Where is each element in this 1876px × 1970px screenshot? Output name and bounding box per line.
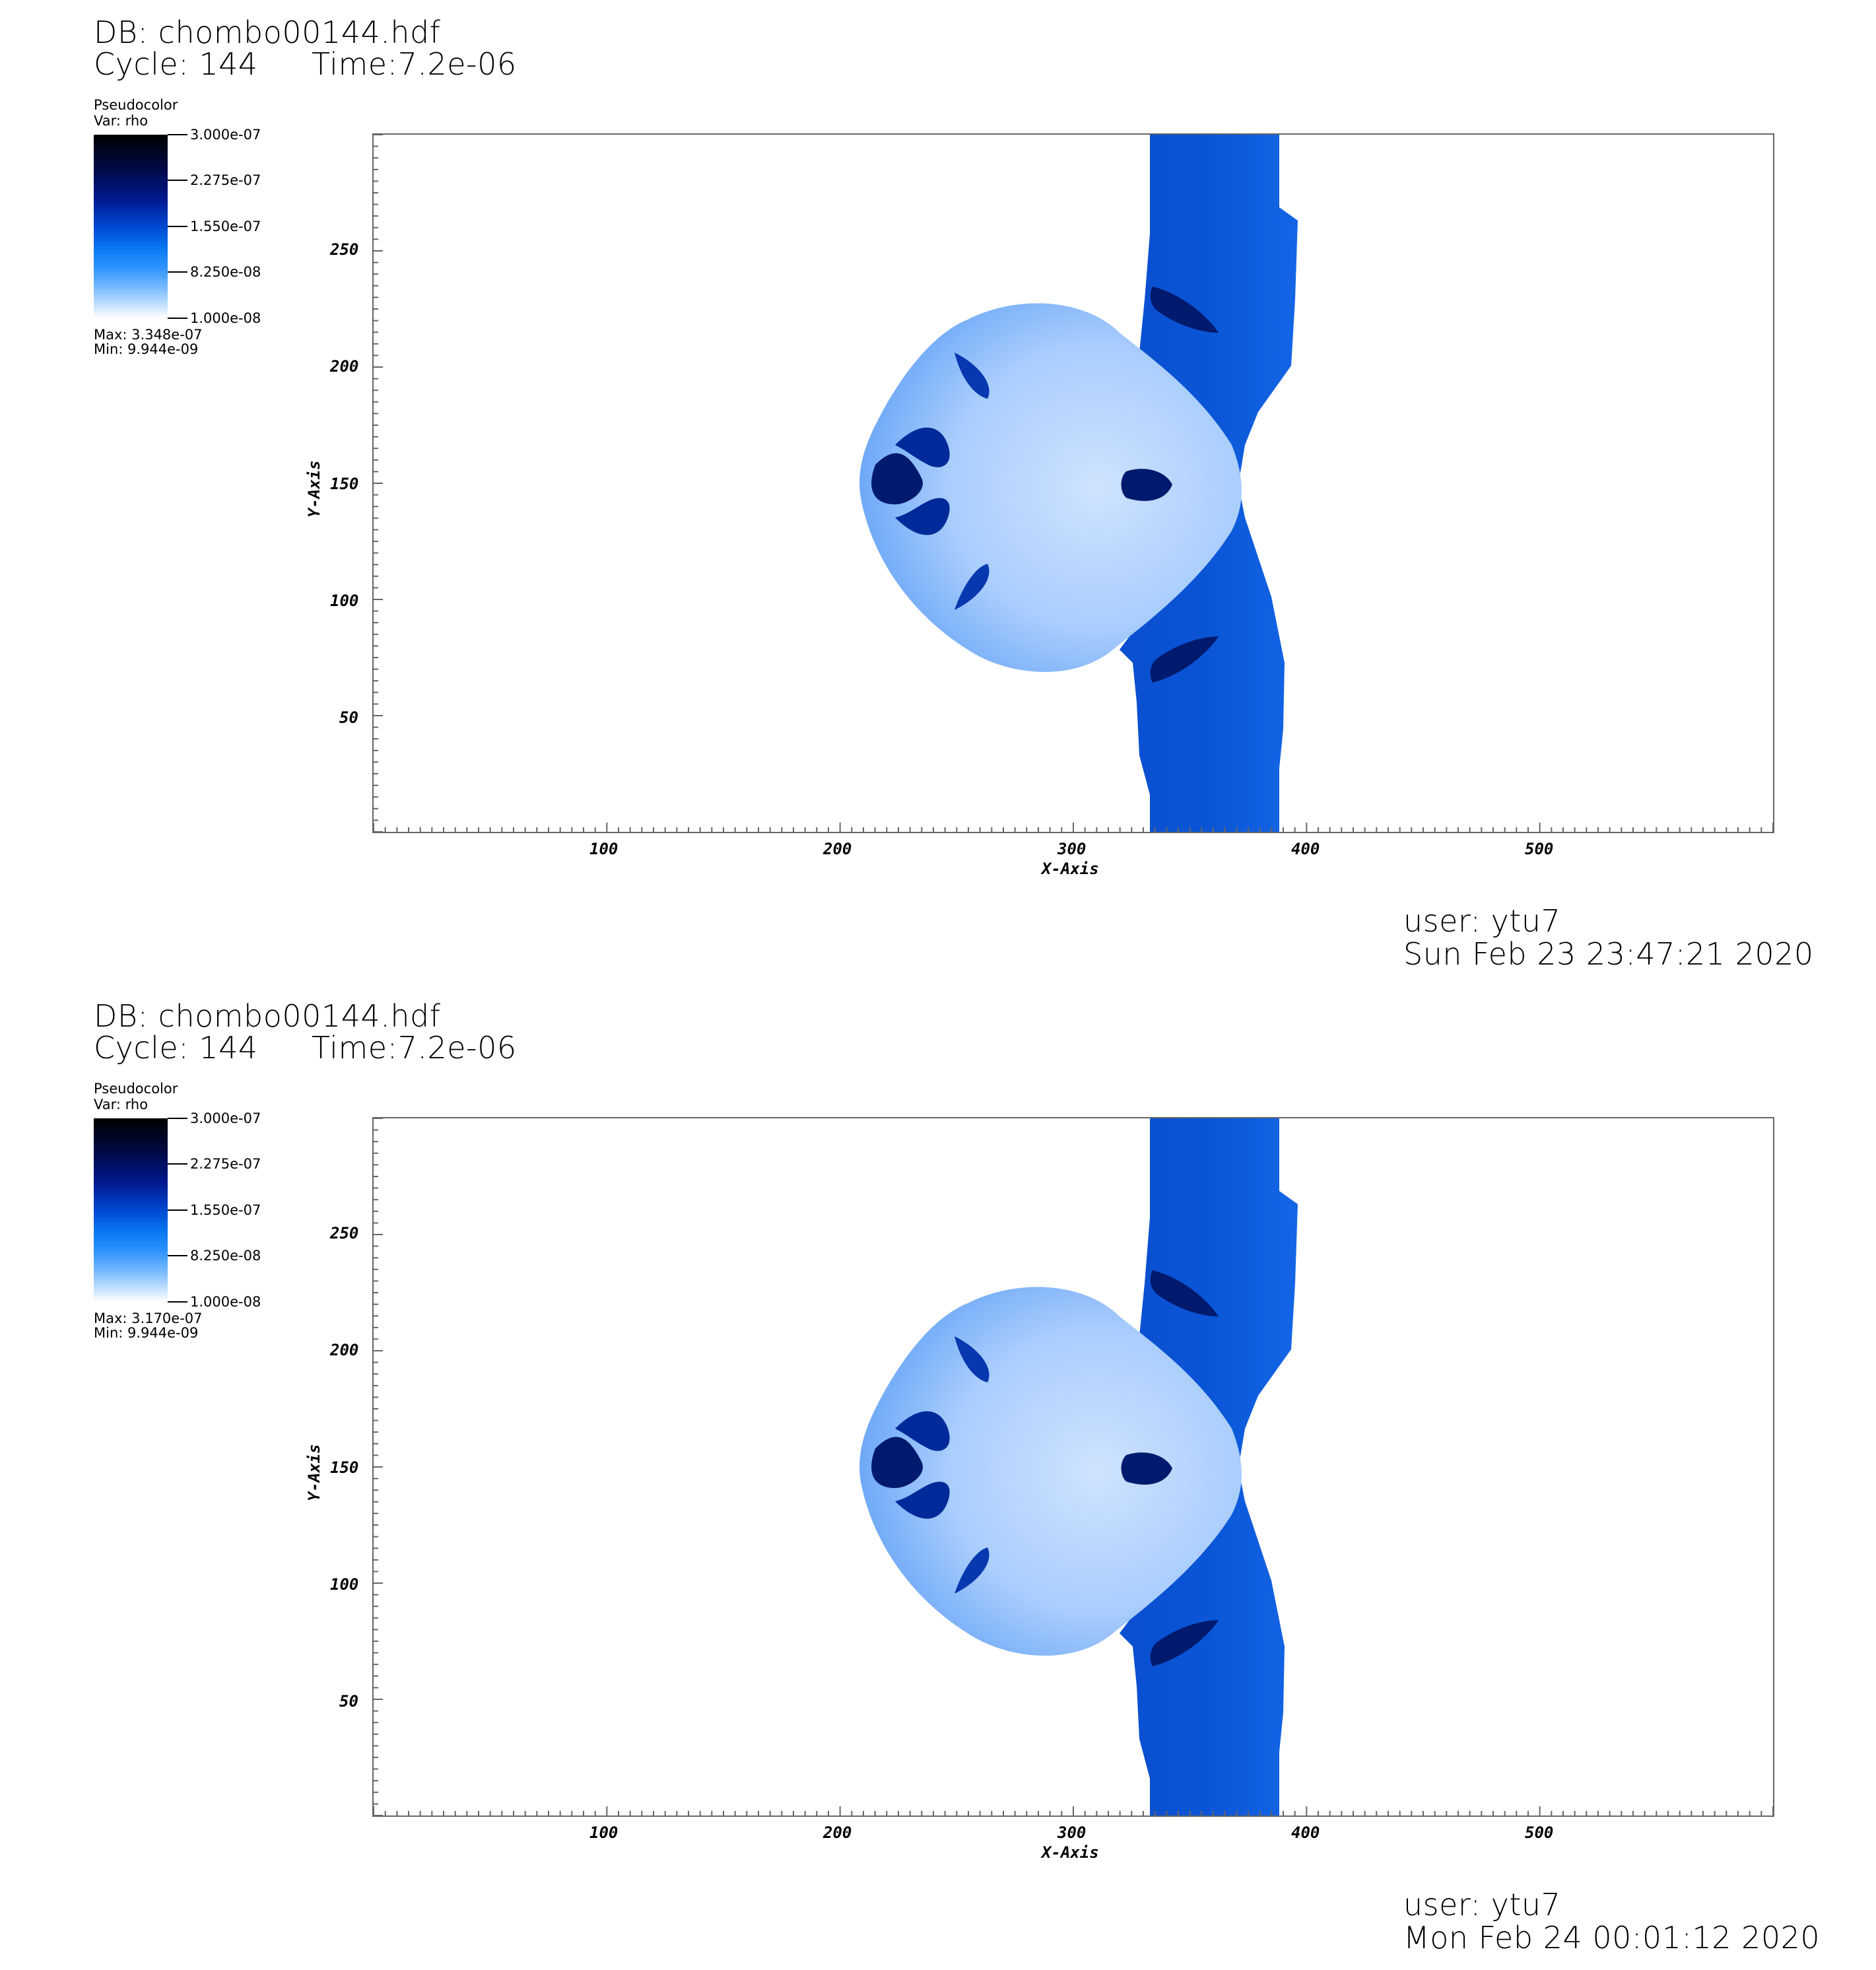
y-tick-label: 50 xyxy=(339,708,358,727)
colorbar-tick-label: 3.000e-07 xyxy=(190,1110,261,1126)
colorbar-tick-label: 1.000e-08 xyxy=(190,1294,261,1310)
legend-max: Max: 3.170e-07 xyxy=(94,1310,203,1326)
cycle-label: Cycle: 144 xyxy=(94,46,258,82)
colorbar xyxy=(94,135,168,318)
dark-vortex xyxy=(955,1336,989,1382)
visit-plot-panel: DB: chombo00144.hdf Cycle: 144 Time:7.2e… xyxy=(0,0,1876,984)
x-axis-title: X-Axis xyxy=(1042,860,1099,878)
colorbar-tick-mark xyxy=(168,1118,187,1119)
x-tick-label: 300 xyxy=(1057,1823,1087,1842)
colorbar-tick-mark xyxy=(168,180,187,181)
colorbar-tick-mark xyxy=(168,226,187,227)
colorbar-tick-label: 8.250e-08 xyxy=(190,1248,261,1264)
visit-plot-panel: DB: chombo00144.hdf Cycle: 144 Time:7.2e… xyxy=(0,984,1876,1967)
density-field xyxy=(859,135,1298,832)
x-tick-label: 300 xyxy=(1057,840,1087,858)
colorbar-tick-mark xyxy=(168,271,187,273)
cycle-time-line: Cycle: 144 Time:7.2e-06 xyxy=(94,46,516,82)
colorbar-tick-mark xyxy=(168,1301,187,1303)
colorbar-tick-label: 8.250e-08 xyxy=(190,264,261,280)
colorbar-tick-mark xyxy=(168,1163,187,1165)
y-tick-label: 250 xyxy=(330,1224,359,1242)
legend-min: Min: 9.944e-09 xyxy=(94,1325,199,1341)
date-label: Sun Feb 23 23:47:21 2020 xyxy=(1403,936,1814,972)
dark-vortex xyxy=(895,498,950,535)
y-tick-label: 250 xyxy=(330,240,359,259)
y-axis-title: Y-Axis xyxy=(305,460,323,518)
user-label: user: ytu7 xyxy=(1403,1887,1561,1922)
y-tick-label: 150 xyxy=(330,1458,359,1477)
colorbar-tick-mark xyxy=(168,134,187,135)
time-label: Time:7.2e-06 xyxy=(312,1030,517,1066)
legend-max: Max: 3.348e-07 xyxy=(94,327,203,343)
y-tick-label: 150 xyxy=(330,475,359,493)
colorbar-tick-label: 3.000e-07 xyxy=(190,127,261,143)
dark-vortex xyxy=(955,564,989,610)
date-label: Mon Feb 24 00:01:12 2020 xyxy=(1403,1920,1821,1955)
x-tick-label: 500 xyxy=(1525,840,1554,858)
legend-variable: Var: rho xyxy=(94,1097,149,1112)
dark-vortex xyxy=(895,1411,950,1451)
colorbar-tick-mark xyxy=(168,318,187,319)
legend-title: Pseudocolor xyxy=(94,1081,178,1097)
colorbar-tick-mark xyxy=(168,1209,187,1211)
y-tick-label: 50 xyxy=(339,1692,358,1711)
dark-vortex xyxy=(871,453,923,504)
y-axis-title: Y-Axis xyxy=(305,1444,323,1501)
y-tick-label: 100 xyxy=(330,1575,359,1594)
x-tick-label: 100 xyxy=(589,1823,619,1842)
time-label: Time:7.2e-06 xyxy=(312,46,517,82)
cycle-time-line: Cycle: 144 Time:7.2e-06 xyxy=(94,1030,516,1066)
dark-vortex xyxy=(1121,1452,1172,1485)
colorbar-tick-label: 2.275e-07 xyxy=(190,1156,261,1172)
x-tick-label: 200 xyxy=(823,1823,852,1842)
y-tick-label: 200 xyxy=(330,357,359,376)
bubble-region xyxy=(859,303,1242,672)
legend-variable: Var: rho xyxy=(94,113,149,129)
x-tick-label: 400 xyxy=(1291,1823,1320,1842)
pseudocolor-plot xyxy=(372,133,1774,833)
bubble-region xyxy=(859,1287,1242,1656)
colorbar-tick-mark xyxy=(168,1255,187,1256)
dark-vortex xyxy=(1150,1270,1219,1316)
dark-vortex xyxy=(1150,287,1219,333)
axis-ticks xyxy=(374,1118,1773,1816)
cycle-label: Cycle: 144 xyxy=(94,1030,258,1066)
y-tick-label: 100 xyxy=(330,592,359,610)
dark-vortex xyxy=(871,1437,923,1488)
dark-vortex xyxy=(1150,636,1219,683)
pseudocolor-plot xyxy=(372,1117,1774,1817)
dark-vortex xyxy=(1121,469,1172,501)
colorbar xyxy=(94,1118,168,1302)
x-tick-label: 500 xyxy=(1525,1823,1554,1842)
legend-title: Pseudocolor xyxy=(94,97,178,113)
density-field xyxy=(859,1118,1298,1816)
x-axis-title: X-Axis xyxy=(1042,1843,1099,1862)
database-title: DB: chombo00144.hdf xyxy=(94,998,441,1034)
dark-vortex xyxy=(955,1547,989,1594)
x-tick-label: 100 xyxy=(589,840,619,858)
colorbar-tick-label: 2.275e-07 xyxy=(190,172,261,188)
dark-vortex xyxy=(1150,1620,1219,1666)
database-title: DB: chombo00144.hdf xyxy=(94,15,441,50)
axis-ticks xyxy=(374,135,1773,832)
y-tick-label: 200 xyxy=(330,1341,359,1359)
x-tick-label: 200 xyxy=(823,840,852,858)
dark-vortex xyxy=(955,353,989,399)
user-label: user: ytu7 xyxy=(1403,903,1561,939)
dark-vortex xyxy=(895,1481,950,1519)
legend-min: Min: 9.944e-09 xyxy=(94,341,199,357)
colorbar-tick-label: 1.000e-08 xyxy=(190,310,261,326)
colorbar-tick-label: 1.550e-07 xyxy=(190,219,261,234)
x-tick-label: 400 xyxy=(1291,840,1320,858)
colorbar-tick-label: 1.550e-07 xyxy=(190,1202,261,1218)
dark-vortex xyxy=(895,427,950,467)
